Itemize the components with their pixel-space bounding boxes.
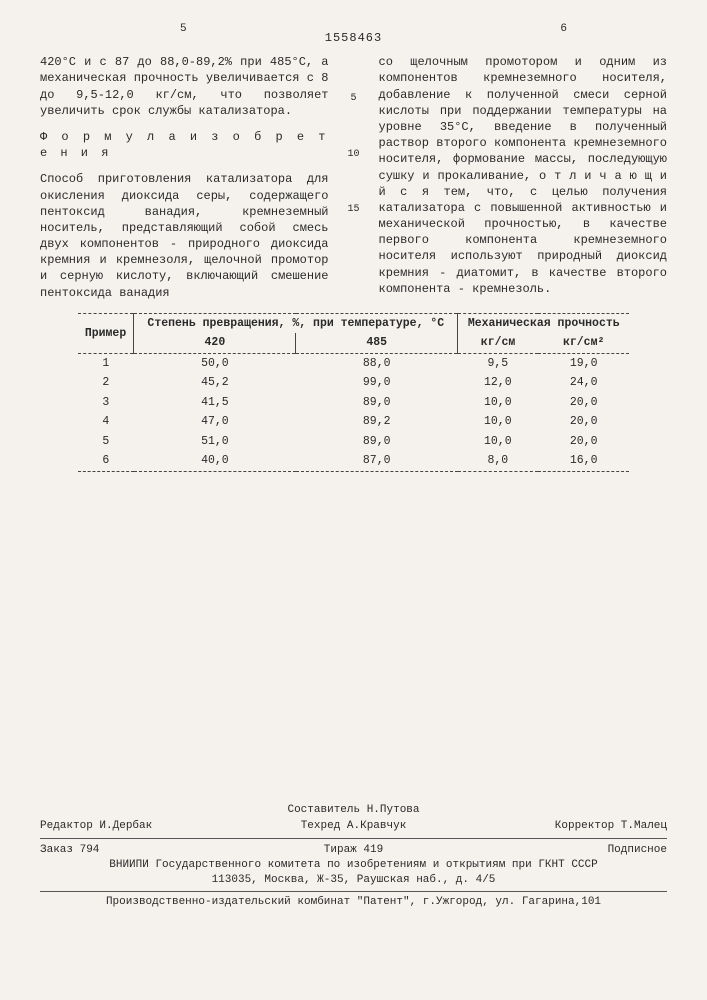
table-cell: 5 [78,432,134,452]
text-columns: 420°С и с 87 до 88,0-89,2% при 485°С, а … [40,54,667,301]
org: ВНИИПИ Государственного комитета по изоб… [40,858,667,873]
table-cell: 87,0 [296,451,458,471]
right-p1: со щелочным промотором и одним из компон… [379,54,668,297]
tirazh: Тираж 419 [324,843,383,858]
table-cell: 41,5 [134,393,296,413]
th-kgcm2: кг/см² [538,333,629,353]
footer: Составитель Н.Путова Редактор И.Дербак Т… [40,803,667,910]
table-cell: 45,2 [134,373,296,393]
prod: Производственно-издательский комбинат "П… [40,895,667,910]
doc-number: 1558463 [40,30,667,46]
right-column: со щелочным промотором и одним из компон… [379,54,668,301]
table-cell: 10,0 [458,393,538,413]
table-cell: 19,0 [538,353,629,373]
th-485: 485 [296,333,458,353]
addr: 113035, Москва, Ж-35, Раушская наб., д. … [40,873,667,888]
table-cell: 47,0 [134,412,296,432]
left-p2: Способ приготовления катализато­ра для о… [40,171,329,301]
table-cell: 10,0 [458,412,538,432]
left-column: 420°С и с 87 до 88,0-89,2% при 485°С, а … [40,54,329,301]
table-cell: 88,0 [296,353,458,373]
podpisnoe: Подписное [608,843,667,858]
th-strength: Механическая прочность [458,313,630,333]
th-primer: Пример [78,313,134,353]
left-p1: 420°С и с 87 до 88,0-89,2% при 485°С, а … [40,54,329,119]
sostavitel: Составитель Н.Путова [40,803,667,818]
table-cell: 16,0 [538,451,629,471]
table-cell: 9,5 [458,353,538,373]
table-cell: 40,0 [134,451,296,471]
zakaz: Заказ 794 [40,843,99,858]
redaktor: Редактор И.Дербак [40,819,152,834]
table-cell: 50,0 [134,353,296,373]
th-420: 420 [134,333,296,353]
page-number-right: 6 [560,22,567,37]
table-cell: 1 [78,353,134,373]
th-kgcm: кг/см [458,333,538,353]
table-cell: 20,0 [538,412,629,432]
line-markers: 5 10 15 [347,54,361,301]
table-cell: 2 [78,373,134,393]
th-conversion: Степень превращения, %, при температуре,… [134,313,458,333]
table-cell: 3 [78,393,134,413]
tehred: Техред А.Кравчук [301,819,407,834]
table-cell: 6 [78,451,134,471]
korrektor: Корректор Т.Малец [555,819,667,834]
table-cell: 24,0 [538,373,629,393]
table-cell: 4 [78,412,134,432]
table-cell: 10,0 [458,432,538,452]
table-cell: 20,0 [538,393,629,413]
page-number-left: 5 [180,22,187,37]
table-cell: 89,0 [296,432,458,452]
table-cell: 20,0 [538,432,629,452]
table-cell: 89,0 [296,393,458,413]
table-cell: 89,2 [296,412,458,432]
data-table: Пример Степень превращения, %, при темпе… [78,313,630,472]
formula-title: Ф о р м у л а и з о б р е т е н и я [40,129,329,161]
table-cell: 99,0 [296,373,458,393]
table-cell: 8,0 [458,451,538,471]
table-cell: 51,0 [134,432,296,452]
table-cell: 12,0 [458,373,538,393]
